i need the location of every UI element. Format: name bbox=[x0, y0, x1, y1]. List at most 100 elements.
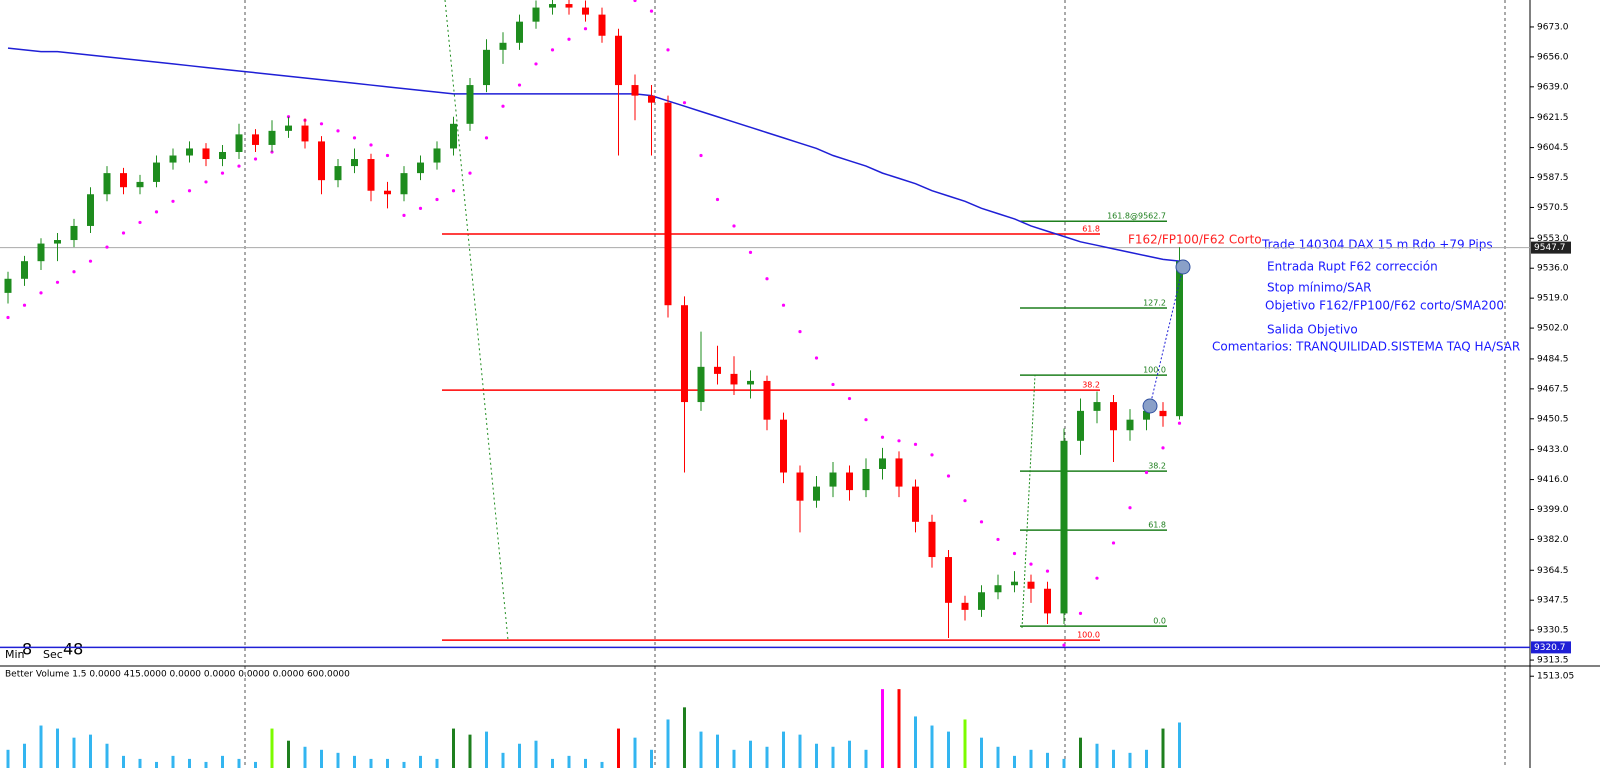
candle-body bbox=[895, 458, 903, 487]
candle-body bbox=[1126, 419, 1134, 431]
candle-body bbox=[384, 190, 391, 195]
trade-marker bbox=[1175, 259, 1191, 275]
y-tick-label: 9382.0 bbox=[1537, 535, 1569, 545]
volume-bar bbox=[353, 755, 356, 768]
sar-dot bbox=[435, 197, 439, 202]
volume-bar bbox=[122, 755, 125, 768]
candle-body bbox=[318, 141, 325, 181]
candle-body bbox=[54, 240, 61, 244]
sar-dot bbox=[831, 382, 835, 387]
volume-bar bbox=[303, 746, 307, 768]
candle-body bbox=[499, 42, 507, 50]
trend-line bbox=[444, 0, 509, 641]
candle-body bbox=[21, 261, 28, 279]
sar-dot bbox=[913, 442, 918, 446]
volume-bar bbox=[105, 743, 109, 768]
sar-dot bbox=[171, 199, 175, 203]
candle-body bbox=[202, 148, 210, 160]
fib-label: 161.8@9562.7 bbox=[1107, 212, 1166, 221]
candle-body bbox=[994, 585, 1002, 593]
candle-body bbox=[433, 148, 441, 163]
volume-bar bbox=[468, 734, 472, 768]
sar-dot bbox=[501, 104, 505, 108]
volume-bar bbox=[287, 740, 290, 768]
sar-dot bbox=[121, 231, 126, 235]
sar-dot bbox=[369, 143, 373, 147]
sar-dot bbox=[88, 259, 93, 263]
candle-body bbox=[153, 162, 160, 182]
candle-body bbox=[730, 373, 738, 385]
y-tick-label: 9433.0 bbox=[1537, 445, 1569, 455]
y-tick-label: 9656.0 bbox=[1537, 52, 1569, 62]
sar-dot bbox=[699, 153, 703, 158]
sar-dot bbox=[418, 206, 423, 210]
price-tag bbox=[1531, 241, 1571, 254]
sar-dot bbox=[897, 439, 901, 443]
candle-body bbox=[268, 130, 276, 145]
candle-body bbox=[664, 102, 672, 306]
volume-bar bbox=[1062, 758, 1066, 768]
candle-body bbox=[879, 458, 886, 469]
candle-body bbox=[516, 21, 523, 43]
sar-dot bbox=[6, 315, 10, 320]
candle-body bbox=[4, 278, 12, 293]
candle-body bbox=[829, 472, 837, 487]
candle-body bbox=[186, 148, 193, 156]
annotation: Trade 140304 DAX 15 m Rdo +79 Pips bbox=[1261, 238, 1493, 252]
sar-dot bbox=[1062, 643, 1066, 647]
volume-bar bbox=[336, 752, 340, 768]
candle-body bbox=[1027, 581, 1035, 589]
sar-dot bbox=[385, 153, 390, 158]
y-tick-label: 9673.0 bbox=[1537, 22, 1569, 32]
candle-body bbox=[961, 602, 969, 610]
sar-dot bbox=[1078, 611, 1083, 615]
volume-bar bbox=[1178, 722, 1181, 768]
volume-bar bbox=[699, 731, 703, 768]
candle-body bbox=[945, 557, 952, 603]
candle-body bbox=[466, 85, 474, 124]
candle-body bbox=[400, 173, 408, 195]
volume-bar bbox=[39, 725, 43, 768]
y-tick-label: 9519.0 bbox=[1537, 294, 1569, 304]
sar-dot bbox=[534, 62, 538, 66]
candle-body bbox=[169, 155, 177, 163]
sar-dot bbox=[402, 213, 406, 217]
volume-bar bbox=[138, 758, 142, 768]
volume-bar bbox=[320, 749, 323, 768]
candle-body bbox=[367, 159, 375, 191]
volume-bar bbox=[980, 737, 983, 768]
timer-value: 48 bbox=[63, 640, 83, 659]
candle-body bbox=[37, 243, 45, 262]
candle-body bbox=[912, 486, 919, 522]
sar-dot bbox=[1111, 541, 1116, 545]
volume-bar bbox=[798, 734, 802, 768]
volume-bar bbox=[518, 743, 521, 768]
volume-bar bbox=[534, 740, 538, 768]
volume-bar bbox=[765, 746, 769, 768]
annotation: F162/FP100/F62 Corto bbox=[1128, 233, 1262, 247]
candle-body bbox=[747, 380, 754, 385]
candle-body bbox=[648, 95, 655, 103]
sar-dot bbox=[105, 245, 109, 249]
fib-label: 61.8 bbox=[1082, 225, 1100, 234]
volume-bar bbox=[831, 746, 835, 768]
fib-label: 100.0 bbox=[1077, 631, 1100, 640]
sar-dot bbox=[864, 418, 868, 422]
y-tick-label: 9450.5 bbox=[1537, 414, 1569, 424]
sar-dot bbox=[583, 27, 588, 31]
sar-dot bbox=[336, 129, 340, 133]
timer-label: Sec bbox=[43, 648, 63, 661]
volume-bar bbox=[6, 749, 10, 768]
annotation: Objetivo F162/FP100/F62 corto/SMA200 bbox=[1265, 299, 1504, 313]
candle-body bbox=[136, 181, 144, 188]
annotation: Entrada Rupt F62 corrección bbox=[1267, 260, 1438, 274]
candle-body bbox=[1044, 588, 1051, 614]
candle-body bbox=[301, 125, 309, 142]
sar-dot bbox=[39, 291, 43, 295]
volume-bar bbox=[1029, 749, 1033, 768]
y-tick-label: 9587.5 bbox=[1537, 173, 1569, 183]
sar-dot bbox=[880, 435, 885, 439]
candle-body bbox=[532, 7, 540, 22]
sar-dot bbox=[484, 136, 489, 140]
